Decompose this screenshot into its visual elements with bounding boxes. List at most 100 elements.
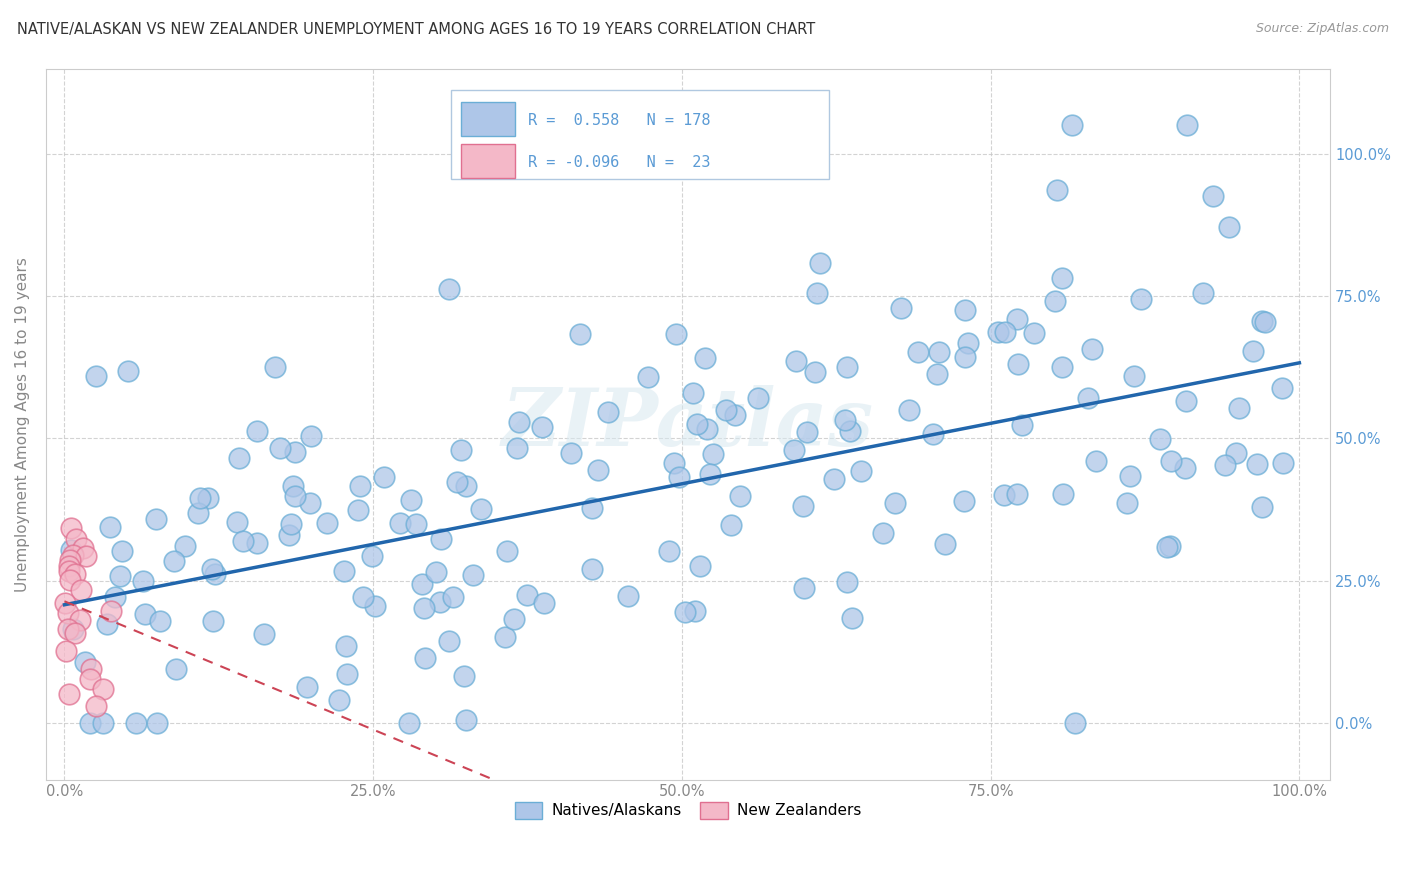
Point	[1085, 454, 1108, 468]
Point	[132, 574, 155, 588]
Point	[1060, 119, 1083, 133]
Point	[72, 541, 94, 556]
Point	[783, 442, 806, 457]
Point	[921, 426, 943, 441]
Point	[696, 422, 718, 436]
Point	[335, 639, 357, 653]
Point	[1077, 391, 1099, 405]
Point	[60, 543, 83, 558]
Point	[437, 282, 460, 296]
Point	[125, 715, 148, 730]
Point	[724, 408, 747, 422]
Point	[668, 470, 690, 484]
Point	[834, 413, 856, 427]
Point	[333, 564, 356, 578]
Text: ZIPatlas: ZIPatlas	[502, 385, 875, 463]
Point	[1081, 342, 1104, 356]
Point	[58, 687, 80, 701]
Point	[1272, 457, 1295, 471]
Point	[835, 360, 858, 375]
Point	[413, 601, 436, 615]
Point	[1005, 487, 1028, 501]
Point	[506, 441, 529, 455]
Point	[835, 575, 858, 590]
Point	[1218, 219, 1240, 234]
Point	[1149, 432, 1171, 446]
Point	[190, 491, 212, 505]
Point	[682, 386, 704, 401]
Point	[1227, 401, 1250, 416]
Point	[96, 616, 118, 631]
Point	[695, 351, 717, 366]
Point	[364, 599, 387, 614]
Point	[1052, 360, 1074, 375]
Point	[1160, 454, 1182, 468]
Point	[252, 626, 274, 640]
Point	[1241, 344, 1264, 359]
Point	[284, 489, 307, 503]
Point	[264, 359, 287, 374]
Text: R = -0.096   N =  23: R = -0.096 N = 23	[527, 155, 710, 170]
Point	[84, 699, 107, 714]
Point	[1192, 285, 1215, 300]
Point	[1253, 315, 1275, 329]
Point	[174, 539, 197, 553]
Point	[785, 354, 807, 368]
Point	[714, 402, 737, 417]
Point	[851, 464, 873, 478]
Point	[411, 577, 433, 591]
Point	[616, 589, 638, 603]
Point	[560, 446, 582, 460]
Text: NATIVE/ALASKAN VS NEW ZEALANDER UNEMPLOYMENT AMONG AGES 16 TO 19 YEARS CORRELATI: NATIVE/ALASKAN VS NEW ZEALANDER UNEMPLOY…	[17, 22, 815, 37]
FancyBboxPatch shape	[461, 144, 515, 178]
Point	[55, 644, 77, 658]
Point	[1174, 460, 1197, 475]
Point	[796, 425, 818, 440]
Point	[228, 451, 250, 466]
Point	[429, 532, 451, 546]
Point	[59, 553, 82, 567]
Point	[201, 615, 224, 629]
Point	[336, 667, 359, 681]
Point	[84, 368, 107, 383]
Point	[568, 327, 591, 342]
Point	[993, 488, 1015, 502]
Point	[62, 548, 84, 562]
Point	[295, 680, 318, 694]
Legend: Natives/Alaskans, New Zealanders: Natives/Alaskans, New Zealanders	[509, 796, 868, 825]
Point	[148, 614, 170, 628]
Point	[328, 692, 350, 706]
Point	[502, 612, 524, 626]
Point	[934, 537, 956, 551]
Point	[673, 605, 696, 619]
Point	[907, 344, 929, 359]
Point	[299, 429, 322, 443]
Point	[204, 566, 226, 581]
Point	[1129, 292, 1152, 306]
Point	[533, 595, 555, 609]
Point	[281, 479, 304, 493]
Point	[1271, 381, 1294, 395]
Point	[405, 517, 427, 532]
Point	[1063, 715, 1085, 730]
Point	[1119, 469, 1142, 483]
Point	[1225, 446, 1247, 460]
Point	[1246, 457, 1268, 471]
Point	[494, 630, 516, 644]
Text: Source: ZipAtlas.com: Source: ZipAtlas.com	[1256, 22, 1389, 36]
Point	[91, 715, 114, 730]
Point	[269, 442, 291, 456]
Point	[1177, 119, 1199, 133]
Point	[56, 606, 79, 620]
Point	[441, 591, 464, 605]
Point	[883, 496, 905, 510]
Point	[665, 326, 688, 341]
Point	[747, 392, 769, 406]
Point	[187, 506, 209, 520]
Point	[953, 303, 976, 318]
Point	[1213, 458, 1236, 473]
Point	[793, 581, 815, 595]
Point	[823, 472, 845, 486]
Point	[134, 607, 156, 622]
Point	[91, 682, 114, 697]
